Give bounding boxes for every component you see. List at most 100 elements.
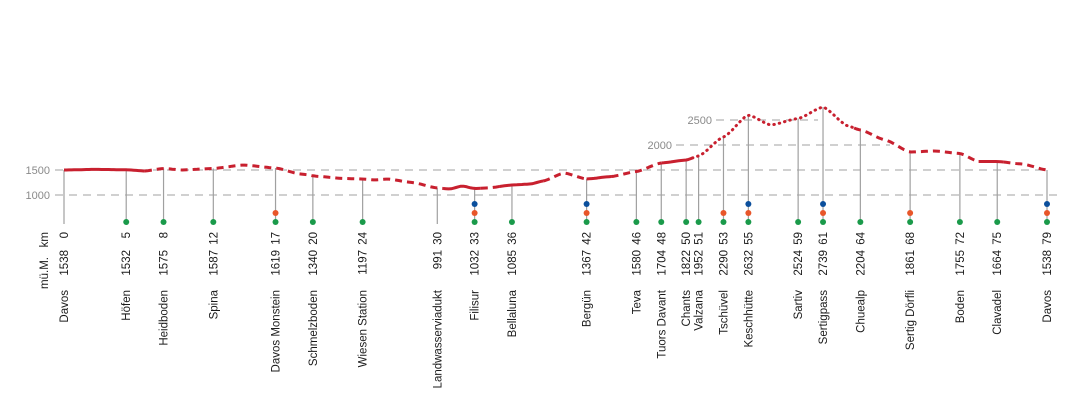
station-name: Filisur: [470, 290, 482, 321]
station-name: Höfen: [121, 290, 133, 321]
station-km: 5: [121, 232, 133, 238]
profile-segment-dashed: [480, 185, 500, 190]
station-name: Chuealp: [855, 290, 867, 333]
station-elevation: 1861: [905, 250, 917, 276]
blue-marker-dot: [471, 201, 478, 207]
green-marker-dot: [633, 219, 640, 225]
station-name: Bellaluna: [507, 289, 519, 337]
y-tick-label: 1500: [26, 165, 50, 177]
station-km: 17: [271, 232, 283, 245]
station-km: 20: [308, 232, 320, 245]
blue-marker-dot: [1044, 201, 1050, 207]
station-km: 61: [818, 232, 830, 245]
elevation-header: mü.M.: [39, 257, 51, 289]
green-marker-dot: [720, 219, 727, 225]
station-elevation: 1587: [208, 250, 220, 276]
profile-segment-solid: [661, 156, 693, 165]
station-elevation: 1367: [582, 250, 594, 276]
station-elevation: 1580: [631, 250, 643, 276]
orange-marker-dot: [907, 210, 914, 216]
station-elevation: 1538: [59, 250, 71, 276]
y-tick-label: 1000: [26, 190, 50, 202]
station-km: 8: [159, 232, 171, 238]
station-name: Tschüvel: [718, 290, 730, 335]
station-stems: [63, 107, 1048, 224]
station-name: Boden: [955, 290, 967, 323]
green-marker-dot: [309, 219, 316, 225]
orange-marker-dot: [471, 210, 478, 216]
profile-segment-dashed: [542, 171, 587, 183]
orange-marker-dot: [720, 210, 727, 216]
station-elevation: 1197: [358, 250, 370, 275]
station-km: 79: [1042, 232, 1054, 245]
station-name: Spina: [208, 289, 220, 319]
orange-marker-dot: [272, 210, 279, 216]
green-marker-dot: [994, 219, 1001, 225]
station-elevation: 2632: [743, 250, 755, 276]
station-elevation: 1664: [992, 249, 1004, 275]
profile-segment-solid: [64, 167, 146, 173]
profile-segment-dashed: [144, 163, 444, 190]
station-name: Landwasserviadukt: [432, 289, 444, 388]
station-name: Heidboden: [159, 290, 171, 346]
station-name: Sertigpass: [818, 290, 830, 345]
profile-segment-dashed: [611, 161, 662, 178]
station-km: 51: [694, 232, 706, 245]
station-km: 48: [656, 232, 668, 245]
station-km: 42: [582, 232, 594, 245]
green-marker-dot: [508, 219, 515, 225]
station-name: Davos: [59, 290, 71, 323]
station-elevation: 991: [432, 250, 444, 269]
station-elevation: 1532: [121, 250, 133, 276]
station-km: 36: [507, 232, 519, 245]
station-elevation: 1340: [308, 250, 320, 276]
station-km: 75: [992, 232, 1004, 245]
profile-segment-solid: [978, 160, 1004, 164]
orange-marker-dot: [820, 210, 827, 216]
station-km: 59: [793, 232, 805, 245]
station-elevation: 1538: [1042, 250, 1054, 276]
station-labels: km mü.M. 0 1538 Davos 5 1532 Höfen 8 1575 Heidbode…: [39, 231, 1054, 388]
station-km: 30: [432, 232, 444, 245]
green-marker-dot: [956, 219, 963, 225]
profile-segment-solid: [499, 179, 544, 188]
green-marker-dot: [857, 219, 864, 225]
station-elevation: 1085: [507, 250, 519, 276]
profile-segment-dashed: [853, 126, 980, 163]
profile-segment-dashed: [1003, 160, 1048, 172]
profile-segment-solid: [443, 184, 481, 191]
station-km: 72: [955, 232, 967, 245]
station-elevation: 1952: [694, 250, 706, 276]
station-elevation: 1619: [271, 250, 283, 276]
green-marker-dot: [272, 219, 279, 225]
station-name: Clavadel: [992, 290, 1004, 335]
station-km: 55: [743, 232, 755, 245]
station-km: 24: [358, 231, 370, 244]
station-km: 46: [631, 232, 643, 245]
grid-lines: 1000 1500 2000 2500: [26, 115, 1062, 202]
station-elevation: 1755: [955, 250, 967, 276]
y-tick-label: 2000: [648, 140, 672, 152]
green-marker-dot: [1044, 219, 1050, 225]
station-elevation: 1822: [681, 250, 693, 276]
green-marker-dot: [907, 219, 914, 225]
station-name: Wiesen Station: [358, 290, 370, 367]
station-name: Tuors Davant: [656, 289, 668, 358]
green-marker-dot: [123, 219, 130, 225]
station-elevation: 2290: [718, 250, 730, 276]
station-name: Davos Monstein: [271, 290, 283, 372]
station-name: Davos: [1042, 290, 1054, 323]
orange-marker-dot: [1044, 210, 1050, 216]
green-marker-dot: [683, 219, 690, 225]
green-marker-dot: [795, 219, 802, 225]
station-name: Teva: [631, 289, 643, 314]
green-marker-dot: [210, 219, 217, 225]
station-name: Sertig Dörfli: [905, 290, 917, 350]
station-name: Sartiv: [793, 290, 805, 320]
station-km: 33: [470, 232, 482, 245]
station-name: Keschhütte: [743, 290, 755, 348]
green-marker-dot: [160, 219, 167, 225]
blue-marker-dot: [820, 201, 827, 207]
y-tick-label: 2500: [688, 115, 712, 127]
station-elevation: 1704: [656, 249, 668, 275]
